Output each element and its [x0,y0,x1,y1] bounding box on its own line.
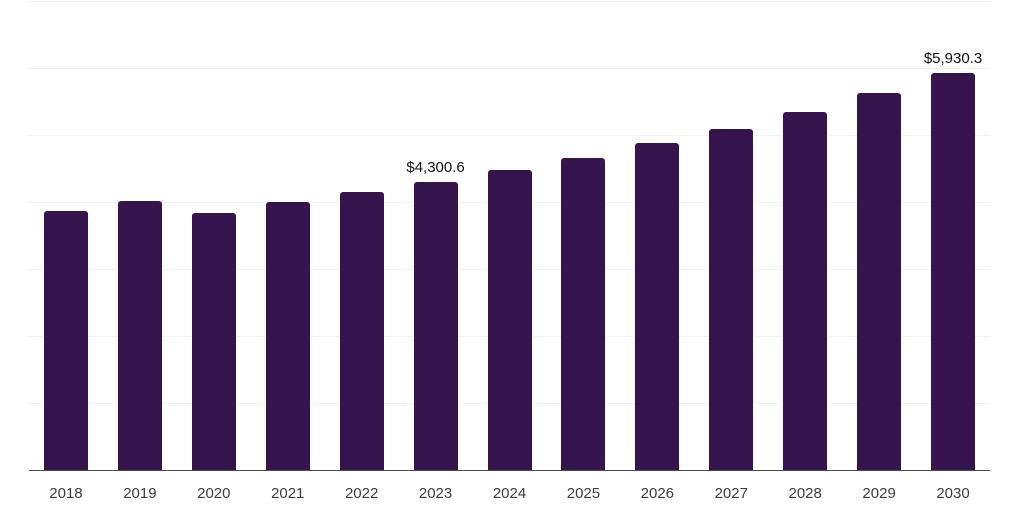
bar-2029[interactable] [857,93,902,470]
plot-area: $4,300.6 $5,930.3 [29,1,990,470]
x-tick-2018: 2018 [49,485,83,502]
x-tick-2022: 2022 [344,485,379,502]
data-label-2023: $4,300.6 [406,158,465,176]
x-tick-2024: 2024 [492,485,527,502]
bar-2024[interactable] [487,169,532,470]
bar-2027[interactable] [709,128,754,470]
x-tick-2029: 2029 [862,485,896,502]
bar-2022[interactable] [339,192,384,470]
bar-2023[interactable] [413,181,458,470]
bar-2021[interactable] [265,202,310,470]
x-tick-2020: 2020 [197,485,231,502]
bar-2020[interactable] [191,213,236,470]
gridline-6000 [29,68,990,69]
gridline-7000 [29,1,990,2]
x-axis-line [29,470,990,471]
bar-2028[interactable] [783,111,828,470]
data-label-2030: $5,930.3 [923,49,983,67]
gridline-5000 [29,135,990,136]
bar-2018[interactable] [43,211,88,470]
x-tick-2019: 2019 [123,485,157,502]
x-tick-2026: 2026 [640,485,675,502]
bar-2030[interactable] [931,72,976,470]
x-tick-2023: 2023 [418,485,453,502]
bar-2025[interactable] [561,157,606,470]
bar-2026[interactable] [635,142,680,470]
x-tick-2027: 2027 [714,485,748,502]
x-tick-2028: 2028 [788,485,822,502]
x-tick-2030: 2030 [936,485,970,502]
bar-2019[interactable] [117,200,162,470]
x-tick-2025: 2025 [566,485,601,502]
x-tick-2021: 2021 [271,485,305,502]
